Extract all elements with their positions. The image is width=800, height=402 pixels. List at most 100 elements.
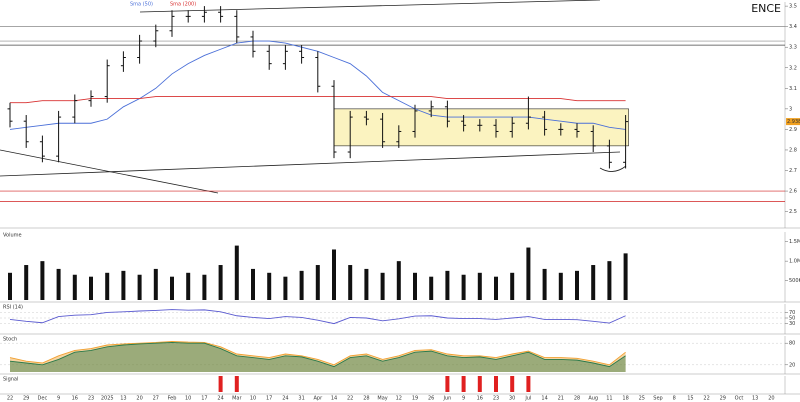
x-tick-label: 22 [703, 396, 709, 402]
series-line [9, 342, 626, 368]
bar [315, 265, 320, 300]
x-tick-label: 21 [558, 396, 564, 402]
x-tick-label: 22 [347, 396, 353, 402]
y-tick-label: 2.6 [789, 189, 797, 195]
bar [105, 272, 110, 300]
bar [429, 276, 434, 300]
bar [234, 245, 239, 300]
x-tick-label: Apr [313, 396, 323, 402]
y-tick-label: 80 [789, 341, 795, 347]
y-tick-label: 3 [789, 106, 792, 112]
x-tick-label: Jul [524, 396, 531, 402]
bar [494, 276, 498, 300]
trend-line [0, 151, 621, 177]
bar [72, 274, 77, 300]
x-tick-label: Dec [38, 396, 48, 402]
x-tick-label: 15 [687, 396, 693, 402]
y-tick-label: 20 [789, 362, 795, 368]
x-tick-label: Mar [232, 396, 242, 402]
panel-title: RSI (14) [3, 305, 23, 311]
x-tick-label: 24 [217, 396, 223, 402]
bar [477, 272, 482, 300]
x-tick-label: 23 [493, 396, 499, 402]
bar [137, 274, 142, 300]
x-tick-label: 8 [673, 396, 676, 402]
bar [218, 265, 223, 300]
x-tick-label: May [377, 396, 387, 402]
arc-annotation [599, 165, 627, 172]
bar [510, 272, 515, 300]
bar [623, 253, 628, 300]
x-tick-label: 9 [57, 396, 60, 402]
bar [477, 376, 482, 392]
bar [526, 376, 531, 392]
panel-title: Stoch [3, 337, 17, 343]
bar [202, 274, 207, 300]
bar [8, 272, 12, 300]
x-tick-label: 20 [136, 396, 142, 402]
x-tick-label: 23 [88, 396, 94, 402]
x-tick-label: 13 [120, 396, 126, 402]
x-tick-label: 9 [462, 396, 465, 402]
x-tick-label: 16 [477, 396, 483, 402]
y-tick-label: 30 [789, 321, 795, 327]
x-tick-label: 18 [622, 396, 628, 402]
bar [494, 376, 498, 392]
x-tick-label: 25 [639, 396, 645, 402]
x-tick-label: 14 [331, 396, 337, 402]
bar [251, 268, 255, 300]
series-line [9, 340, 626, 366]
series-line [9, 309, 626, 325]
y-tick-label: 2.8 [789, 147, 797, 153]
bar [542, 268, 547, 300]
bar [364, 268, 369, 300]
y-tick-label: 3.3 [789, 45, 797, 51]
x-tick-label: Sep [653, 396, 662, 402]
x-tick-label: 31 [298, 396, 304, 402]
bar [121, 270, 126, 300]
bar [510, 376, 515, 392]
x-tick-label: 26 [428, 396, 434, 402]
last-price-label: 2.938 [787, 119, 800, 125]
bar [526, 247, 531, 300]
x-tick-label: 28 [363, 396, 369, 402]
area-fill [10, 342, 626, 372]
bar [445, 376, 450, 392]
x-tick-label: 22 [7, 396, 13, 402]
bar [607, 261, 612, 300]
y-tick-label: 50 [789, 316, 795, 322]
x-tick-label: 30 [509, 396, 515, 402]
bar [170, 276, 174, 300]
x-tick-label: 27 [153, 396, 159, 402]
y-tick-label: 70 [789, 310, 795, 316]
bar [299, 270, 304, 300]
bar [218, 376, 223, 392]
bar [56, 268, 61, 300]
bar [396, 261, 401, 300]
y-tick-label: 2.7 [789, 168, 797, 174]
bar [461, 274, 466, 300]
bar [558, 272, 563, 300]
x-tick-label: 10 [185, 396, 191, 402]
bar [445, 270, 450, 300]
x-tick-label: Oct [735, 396, 744, 402]
legend-entry: Sma (200) [170, 2, 196, 8]
x-tick-label: 10 [250, 396, 256, 402]
bar [24, 265, 29, 300]
bar [89, 276, 93, 300]
legend-entry: Sma (50) [130, 2, 153, 8]
y-tick-label: 3.2 [789, 65, 797, 71]
last-price-box [786, 118, 800, 126]
bar [591, 265, 596, 300]
x-tick-label: 28 [574, 396, 580, 402]
bar [380, 272, 385, 300]
trend-line [139, 0, 601, 13]
x-tick-label: Aug [588, 396, 598, 402]
bar [413, 272, 417, 300]
y-tick-label: 3.5 [789, 4, 797, 10]
x-tick-label: 17 [266, 396, 272, 402]
chart-title: ENCE [751, 2, 781, 15]
x-tick-label: 11 [606, 396, 612, 402]
x-tick-label: 17 [201, 396, 207, 402]
